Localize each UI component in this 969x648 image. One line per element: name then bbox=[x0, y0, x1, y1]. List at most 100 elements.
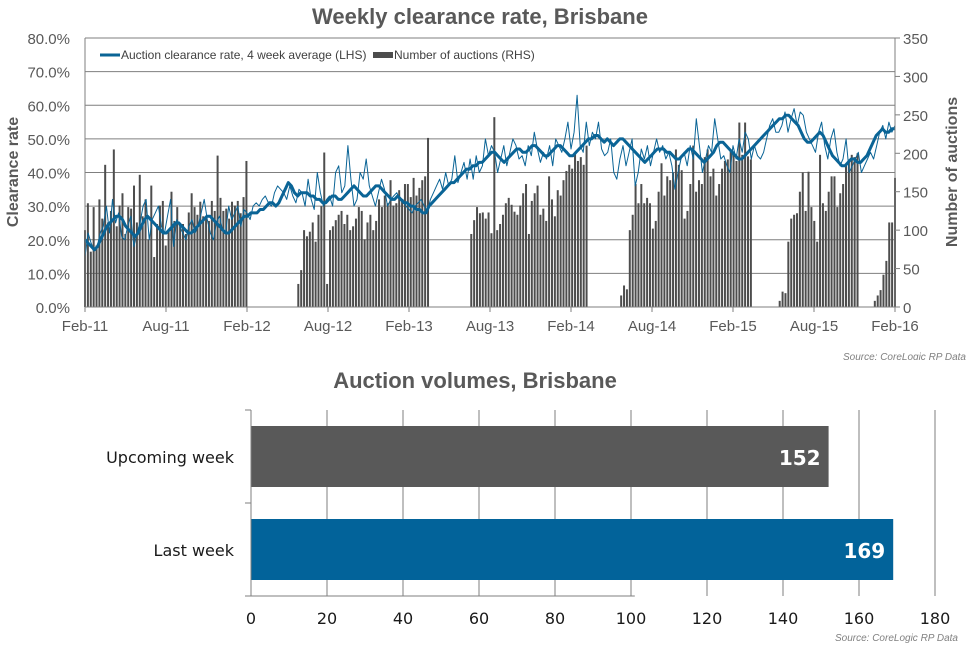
x-axis-ticks: Feb-11 Aug-11 Feb-12 Aug-12 Feb-13 Aug-13 Feb-… bbox=[62, 307, 919, 335]
auction-bar bbox=[158, 205, 161, 307]
auction-bar bbox=[657, 191, 660, 307]
auction-bar bbox=[375, 220, 378, 307]
auction-bar bbox=[242, 197, 245, 307]
legend-bar-swatch bbox=[373, 52, 393, 58]
auction-bar bbox=[585, 145, 588, 307]
auction-bar bbox=[735, 160, 738, 307]
auction-bar bbox=[548, 176, 551, 307]
auction-bar bbox=[380, 207, 383, 307]
bar-upcoming-week bbox=[251, 426, 829, 487]
auction-bar bbox=[784, 293, 787, 307]
right-tick-label: 0 bbox=[903, 300, 911, 317]
auction-bar bbox=[179, 226, 182, 307]
auction-bar bbox=[680, 170, 683, 307]
auction-bar bbox=[150, 185, 153, 307]
auction-bar bbox=[545, 220, 548, 307]
legend: Auction clearance rate, 4 week average (… bbox=[100, 48, 535, 62]
right-tick-label: 150 bbox=[903, 185, 928, 202]
auction-bar bbox=[559, 195, 562, 307]
auction-bar bbox=[427, 137, 430, 307]
right-tick-label: 200 bbox=[903, 146, 928, 163]
bar-value-last-week: 169 bbox=[843, 539, 885, 563]
auction-bar bbox=[712, 168, 715, 307]
auction-bar bbox=[334, 220, 337, 307]
x-tick-label: Feb-13 bbox=[385, 318, 433, 335]
auction-bar bbox=[138, 174, 141, 307]
auction-bar bbox=[510, 204, 513, 307]
x-tick-label: 0 bbox=[246, 609, 256, 628]
auction-bar bbox=[228, 218, 231, 307]
auction-bar bbox=[124, 233, 127, 307]
auction-bar bbox=[574, 153, 577, 307]
auction-bar bbox=[749, 159, 752, 307]
auction-bar bbox=[542, 208, 545, 307]
auction-bar bbox=[487, 212, 490, 307]
auction-bar bbox=[372, 230, 375, 307]
x-tick-label: 60 bbox=[469, 609, 489, 628]
auction-bar bbox=[320, 206, 323, 307]
auction-bar bbox=[153, 257, 156, 307]
x-tick-label: 120 bbox=[692, 609, 723, 628]
x-tick-label: 140 bbox=[768, 609, 799, 628]
auction-bar bbox=[170, 191, 173, 307]
auction-bar bbox=[473, 220, 476, 307]
auction-bar bbox=[790, 218, 793, 307]
auction-bar bbox=[550, 199, 553, 307]
auction-bar bbox=[193, 207, 196, 307]
clearance-lines bbox=[83, 94, 896, 257]
auction-bar bbox=[539, 214, 542, 307]
auction-bar bbox=[798, 191, 801, 307]
auction-bar bbox=[674, 149, 677, 307]
auction-bar bbox=[718, 184, 721, 307]
auction-bar bbox=[663, 195, 666, 307]
auction-bar bbox=[741, 154, 744, 307]
x-tick-label: 100 bbox=[616, 609, 647, 628]
auction-bar bbox=[821, 203, 824, 307]
auction-bar bbox=[326, 283, 329, 307]
auction-bar bbox=[476, 207, 479, 307]
right-axis-ticks: 0 50 100 150 200 250 300 350 bbox=[895, 31, 928, 317]
bar-last-week bbox=[251, 519, 894, 580]
auction-bar bbox=[891, 222, 894, 307]
auction-bar bbox=[744, 122, 747, 308]
auction-bar bbox=[127, 207, 130, 307]
bar-value-upcoming-week: 152 bbox=[779, 446, 821, 470]
auction-bar bbox=[418, 187, 421, 307]
x-tick-label: 160 bbox=[844, 609, 875, 628]
left-tick-label: 0.0% bbox=[36, 300, 70, 317]
left-tick-label: 30.0% bbox=[27, 199, 70, 216]
auction-bar bbox=[723, 160, 726, 307]
auction-bar bbox=[804, 210, 807, 307]
auction-bar bbox=[643, 203, 646, 307]
auction-bar bbox=[746, 156, 749, 307]
auction-bar bbox=[527, 233, 530, 307]
auction-bar bbox=[729, 149, 732, 307]
right-tick-label: 100 bbox=[903, 223, 928, 240]
x-tick-label: Aug-14 bbox=[628, 318, 676, 335]
auction-bar bbox=[576, 160, 579, 307]
left-tick-label: 50.0% bbox=[27, 132, 70, 149]
auction-bar bbox=[135, 222, 138, 307]
auction-bar bbox=[493, 117, 496, 307]
auction-bar bbox=[530, 200, 533, 307]
auction-bar bbox=[176, 207, 179, 307]
auction-bar bbox=[847, 159, 850, 307]
auction-bar bbox=[415, 195, 418, 307]
auction-bar bbox=[496, 230, 499, 307]
x-tick-label: Feb-15 bbox=[709, 318, 757, 335]
auction-bar bbox=[161, 200, 164, 307]
weekly-clearance-rate-chart: Weekly clearance rate, Brisbane 0.0% 10.0… bbox=[5, 4, 966, 360]
auction-bar bbox=[501, 214, 504, 307]
auction-bar bbox=[297, 283, 300, 307]
auction-bar bbox=[395, 203, 398, 307]
auction-bar bbox=[793, 214, 796, 307]
x-tick-label: Feb-11 bbox=[62, 318, 108, 335]
auction-bar bbox=[141, 216, 144, 307]
auction-bar bbox=[363, 239, 366, 307]
right-tick-label: 300 bbox=[903, 69, 928, 86]
auction-bar bbox=[640, 184, 643, 307]
auction-bar bbox=[115, 226, 118, 307]
auction-bar bbox=[842, 184, 845, 307]
auction-bar bbox=[164, 245, 167, 307]
chart-title: Weekly clearance rate, Brisbane bbox=[312, 4, 648, 29]
